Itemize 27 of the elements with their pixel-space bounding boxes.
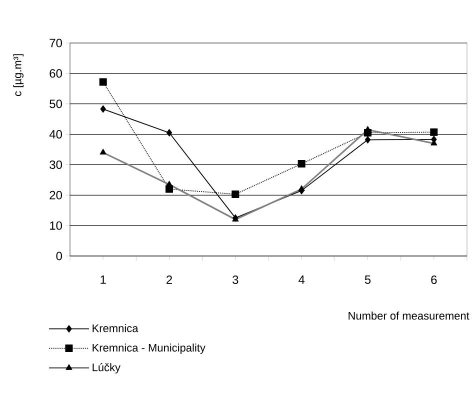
y-axis-title: c [µg.m³] xyxy=(13,54,24,96)
point xyxy=(364,136,371,144)
legend-label: Lúčky xyxy=(92,363,120,374)
point xyxy=(232,190,240,198)
y-tick-label: 20 xyxy=(50,190,62,200)
legend-label: Kremnica - Municipality xyxy=(92,344,206,354)
y-tick-label: 30 xyxy=(50,160,62,169)
x-tick-label: 3 xyxy=(232,276,238,284)
y-tick-label: 50 xyxy=(50,100,62,108)
x-tick-label: 5 xyxy=(364,276,371,284)
y-tick-label: 60 xyxy=(50,69,62,78)
point xyxy=(166,129,172,137)
x-tick-label: 2 xyxy=(166,276,172,284)
y-tick-label: 10 xyxy=(50,221,62,230)
point xyxy=(166,185,173,193)
y-tick-label: 0 xyxy=(56,252,62,260)
x-tick-label: 1 xyxy=(100,276,106,284)
x-axis-title: Number of measurement xyxy=(348,312,470,320)
y-tick-label: 40 xyxy=(49,130,62,139)
x-tick-label: 6 xyxy=(431,276,437,284)
point xyxy=(430,128,438,136)
point xyxy=(100,105,106,113)
point xyxy=(298,160,306,168)
x-tick-label: 4 xyxy=(298,276,305,284)
legend-label: Kremnica xyxy=(92,324,138,332)
point xyxy=(99,78,107,86)
y-tick-label: 70 xyxy=(50,38,62,48)
